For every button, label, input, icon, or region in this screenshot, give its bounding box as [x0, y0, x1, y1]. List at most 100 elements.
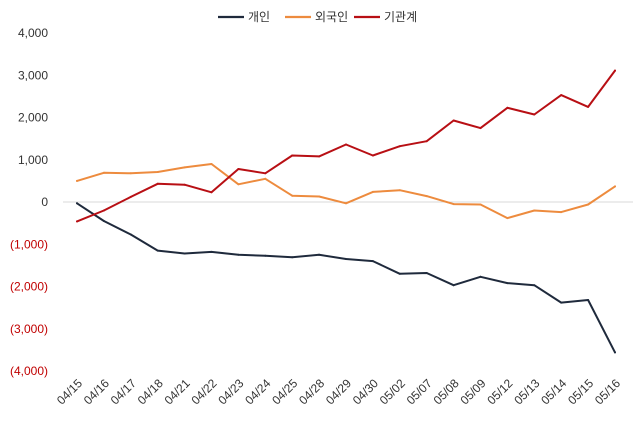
x-tick-label: 05/07 — [404, 376, 435, 407]
x-tick-label: 04/23 — [215, 376, 246, 407]
data-point — [398, 145, 401, 148]
data-point — [345, 258, 347, 260]
data-point — [76, 179, 78, 182]
series-line-1 — [76, 202, 616, 354]
x-tick-label: 04/21 — [162, 376, 193, 407]
x-tick-label: 04/30 — [350, 376, 381, 407]
legend-label: 기관계 — [384, 10, 417, 24]
data-point — [345, 202, 347, 205]
x-tick-label: 04/28 — [296, 376, 327, 407]
y-axis: 4,000 3,000 2,000 1,000 0 (1,000) (2,000) (3,00… — [10, 26, 48, 378]
x-tick-label: 04/24 — [242, 376, 273, 407]
data-point — [129, 195, 132, 198]
legend-item: 외국인 — [285, 10, 348, 24]
x-tick-label: 04/16 — [81, 376, 112, 407]
x-tick-label: 05/12 — [484, 376, 515, 407]
data-point — [237, 168, 240, 170]
data-point — [371, 154, 374, 157]
data-point — [76, 220, 78, 223]
data-point — [371, 190, 374, 193]
data-point — [291, 194, 294, 197]
data-point — [291, 256, 294, 259]
data-point — [452, 119, 455, 122]
x-tick-label: 04/15 — [54, 376, 85, 407]
legend-label: 개인 — [248, 10, 270, 24]
y-tick-label: 1,000 — [18, 153, 48, 167]
data-point — [533, 209, 536, 212]
y-tick-label: 4,000 — [18, 26, 48, 40]
data-point — [479, 127, 482, 130]
data-point — [318, 195, 321, 198]
y-tick-label: (1,000) — [10, 237, 48, 251]
data-point — [398, 189, 401, 192]
data-point — [129, 233, 132, 236]
data-point — [156, 182, 159, 185]
data-point — [587, 105, 590, 108]
x-tick-label: 04/29 — [323, 376, 354, 407]
data-point — [560, 94, 563, 97]
data-point — [210, 250, 213, 253]
x-tick-label: 05/08 — [431, 376, 462, 407]
x-tick-label: 05/14 — [538, 376, 569, 407]
y-tick-label: (4,000) — [10, 364, 48, 378]
data-point — [156, 171, 159, 173]
data-point — [318, 155, 321, 158]
legend-label: 외국인 — [315, 10, 348, 24]
data-point — [479, 275, 482, 278]
data-point — [183, 252, 186, 255]
x-tick-label: 04/22 — [188, 376, 219, 407]
data-point — [102, 220, 105, 222]
data-point — [210, 191, 213, 194]
x-tick-label: 04/18 — [135, 376, 166, 407]
data-point — [506, 106, 509, 109]
y-tick-label: (2,000) — [10, 280, 48, 294]
data-point — [452, 203, 455, 206]
series-line-3 — [76, 69, 616, 223]
data-point — [533, 284, 536, 287]
data-point — [102, 171, 105, 174]
data-point — [129, 172, 132, 175]
data-point — [237, 183, 240, 186]
y-tick-label: 0 — [41, 195, 48, 209]
data-point — [318, 253, 321, 256]
data-point — [614, 69, 616, 72]
data-point — [210, 163, 213, 165]
legend-item: 기관계 — [354, 10, 417, 24]
data-point — [264, 172, 267, 175]
y-tick-label: 2,000 — [18, 111, 48, 125]
data-point — [156, 249, 159, 252]
y-tick-label: 3,000 — [18, 68, 48, 82]
data-point — [587, 203, 590, 206]
x-tick-label: 04/17 — [108, 376, 139, 407]
data-point — [425, 140, 428, 143]
x-tick-label: 05/09 — [457, 376, 488, 407]
data-point — [183, 166, 186, 169]
data-point — [371, 260, 374, 263]
x-tick-label: 05/02 — [377, 376, 408, 407]
data-point — [479, 203, 482, 206]
series-layer — [76, 69, 616, 354]
data-point — [264, 254, 267, 257]
data-point — [425, 195, 428, 198]
data-point — [614, 185, 616, 188]
data-point — [614, 351, 616, 354]
data-point — [506, 282, 509, 285]
data-point — [560, 301, 563, 304]
data-point — [264, 177, 267, 180]
x-tick-label: 05/15 — [565, 376, 596, 407]
data-point — [533, 113, 536, 116]
data-point — [76, 202, 78, 205]
x-tick-label: 04/25 — [269, 376, 300, 407]
y-tick-label: (3,000) — [10, 322, 48, 336]
data-point — [102, 209, 105, 212]
data-point — [452, 284, 455, 287]
data-point — [237, 253, 240, 256]
data-point — [183, 183, 186, 186]
data-point — [291, 154, 294, 157]
data-point — [425, 272, 428, 274]
data-point — [560, 211, 563, 214]
data-point — [587, 299, 590, 301]
x-axis: 04/1504/1604/1704/1804/2104/2204/2304/24… — [54, 376, 623, 407]
